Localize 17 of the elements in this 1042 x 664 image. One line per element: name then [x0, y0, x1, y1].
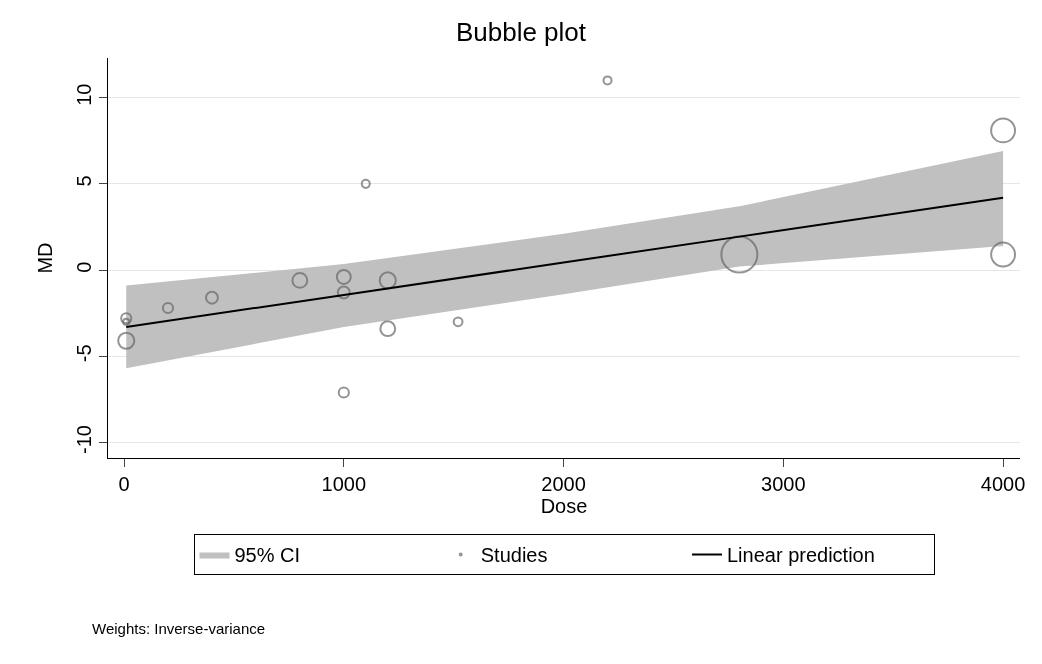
x-tick-label: 3000	[761, 473, 806, 495]
x-tick-label: 2000	[541, 473, 586, 495]
y-tick-label: 0	[73, 261, 95, 273]
legend-label: Studies	[480, 544, 548, 567]
x-axis-title: Dose	[540, 495, 588, 517]
x-tick-label: 0	[118, 473, 130, 495]
legend-label: Linear prediction	[726, 544, 875, 567]
x-tick-label: 1000	[321, 473, 367, 495]
legend-label: 95% CI	[234, 544, 301, 567]
x-tick-label: 4000	[980, 473, 1026, 495]
text: Weights: Inverse-variance	[92, 620, 266, 637]
y-axis-title: MD	[33, 242, 56, 274]
y-tick-label: 10	[73, 83, 95, 106]
y-tick-label: 5	[73, 175, 95, 187]
chart-title: Bubble plot	[455, 17, 587, 48]
y-tick-label: -5	[73, 344, 95, 363]
y-tick-label: -10	[73, 425, 95, 454]
